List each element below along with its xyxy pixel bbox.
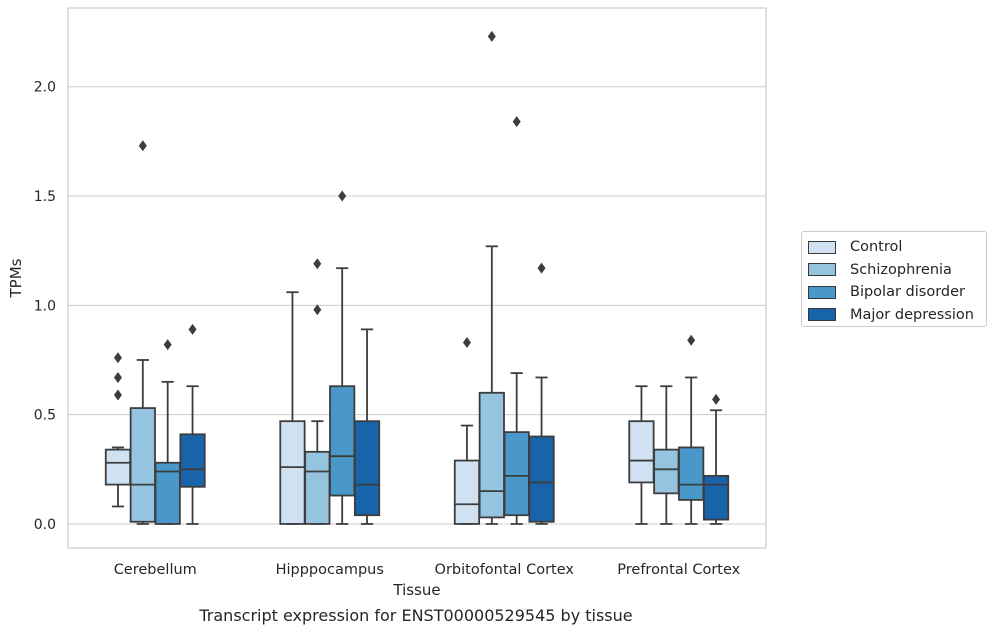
iqr-box: [653, 448, 680, 495]
iqr-box: [179, 433, 206, 488]
legend-item-bipolar-disorder: Bipolar disorder: [808, 281, 986, 304]
box-orbitofontal-cortex-control: [453, 336, 481, 525]
x-tick-labels: Cerebellum Hipppocampus Orbitofontal Corte…: [114, 562, 741, 578]
y-tick-label-0-5: 0.5: [34, 408, 56, 424]
legend-label-schizophrenia: Schizophrenia: [850, 261, 952, 278]
y-tick-label-1-0: 1.0: [34, 298, 56, 314]
y-tick-label-1-5: 1.5: [34, 189, 56, 205]
x-tick-label-hipppocampus: Hipppocampus: [276, 562, 384, 578]
legend-item-schizophrenia: Schizophrenia: [808, 259, 986, 282]
iqr-box: [478, 391, 505, 519]
box-hipppocampus-bipolar-disorder: [329, 190, 356, 525]
box-cerebellum-control: [104, 352, 132, 508]
legend-label-major-depression: Major depression: [850, 306, 974, 323]
outlier-marker: [687, 334, 696, 346]
legend-item-major-depression: Major depression: [808, 304, 986, 327]
x-tick-label-prefrontal-cortex: Prefrontal Cortex: [617, 562, 740, 578]
legend-label-bipolar-disorder: Bipolar disorder: [850, 284, 965, 301]
iqr-box: [528, 435, 555, 523]
outlier-marker: [462, 336, 471, 348]
outlier-marker: [113, 352, 122, 364]
outlier-marker: [188, 323, 197, 335]
iqr-box: [678, 446, 705, 501]
iqr-box: [329, 385, 356, 497]
outlier-marker: [338, 190, 347, 202]
outlier-marker: [163, 339, 172, 351]
iqr-box: [503, 431, 530, 517]
outlier-marker: [487, 30, 496, 42]
box-orbitofontal-cortex-bipolar-disorder: [503, 116, 530, 525]
legend-swatch-major-depression: [808, 308, 836, 322]
iqr-box: [702, 474, 730, 521]
box-orbitofontal-cortex-schizophrenia: [478, 30, 505, 525]
outlier-marker: [712, 393, 721, 405]
x-axis-label: Tissue: [392, 581, 440, 599]
x-tick-label-cerebellum: Cerebellum: [114, 562, 197, 578]
outlier-marker: [313, 258, 322, 270]
iqr-box: [628, 420, 655, 484]
box-cerebellum-major-depression: [179, 323, 206, 525]
y-tick-labels: 0.0 0.5 1.0 1.5 2.0: [34, 80, 56, 533]
box-prefrontal-cortex-bipolar-disorder: [678, 334, 705, 525]
box-hipppocampus-major-depression: [353, 328, 381, 525]
legend-item-control: Control: [808, 236, 986, 259]
outlier-marker: [113, 389, 122, 401]
legend-swatch-schizophrenia: [808, 263, 836, 277]
iqr-box: [304, 450, 331, 525]
x-tick-label-orbitofontal-cortex: Orbitofontal Cortex: [435, 562, 575, 578]
legend-label-control: Control: [850, 239, 903, 256]
outlier-marker: [113, 371, 122, 383]
box-cerebellum-bipolar-disorder: [154, 339, 181, 525]
outlier-marker: [512, 116, 521, 128]
box-orbitofontal-cortex-major-depression: [528, 262, 555, 525]
box-hipppocampus-schizophrenia: [304, 258, 331, 525]
iqr-box: [129, 407, 156, 523]
box-prefrontal-cortex-major-depression: [702, 393, 730, 525]
boxes: [104, 30, 730, 525]
y-tick-label-2-0: 2.0: [34, 80, 56, 96]
iqr-box: [353, 420, 381, 517]
iqr-box: [279, 420, 306, 525]
outlier-marker: [138, 140, 147, 152]
gridlines: [68, 86, 766, 525]
box-cerebellum-schizophrenia: [129, 140, 156, 525]
outlier-marker: [537, 262, 546, 274]
y-axis-label: TPMs: [7, 258, 25, 298]
outlier-marker: [313, 304, 322, 316]
legend-swatch-bipolar-disorder: [808, 285, 836, 299]
legend: Control Schizophrenia Bipolar disorder M…: [801, 231, 987, 327]
iqr-box: [104, 448, 132, 486]
y-tick-label-0-0: 0.0: [34, 517, 56, 533]
iqr-box: [154, 461, 181, 525]
iqr-box: [453, 459, 481, 525]
legend-swatch-control: [808, 240, 836, 254]
chart-caption: Transcript expression for ENST0000052954…: [199, 606, 633, 625]
